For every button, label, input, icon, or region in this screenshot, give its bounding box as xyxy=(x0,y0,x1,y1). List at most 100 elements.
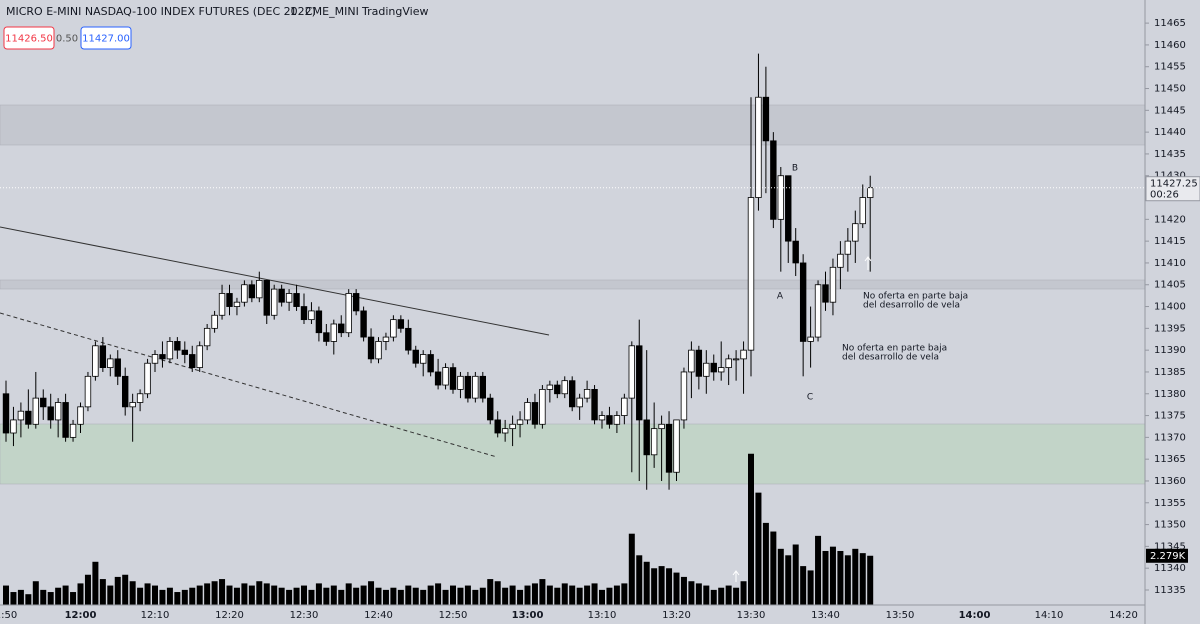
annotation: C xyxy=(807,393,813,403)
candle-body xyxy=(770,140,777,220)
volume-bar xyxy=(546,585,553,605)
volume-bar xyxy=(524,585,531,605)
volume-bar xyxy=(32,581,39,605)
candle-body xyxy=(472,375,479,399)
candle-body xyxy=(62,402,69,438)
candle-body xyxy=(650,428,658,456)
volume-bar xyxy=(807,570,814,605)
volume-bar xyxy=(613,585,620,605)
volume-bar xyxy=(390,587,397,605)
candle-body xyxy=(390,319,397,338)
candle-body xyxy=(54,402,62,421)
candle-body xyxy=(136,393,144,403)
volume-bar xyxy=(301,585,307,605)
candle-body xyxy=(747,197,755,351)
volume-bar xyxy=(621,583,628,605)
volume-bar xyxy=(688,581,695,605)
volume-bar xyxy=(740,581,747,605)
candle-body xyxy=(814,284,822,338)
volume-bar xyxy=(517,589,524,605)
volume-bar xyxy=(472,589,479,605)
annotation: A xyxy=(777,292,784,302)
y-tick-label: 11335 xyxy=(1154,585,1186,596)
candle-body xyxy=(829,266,837,303)
volume-bar xyxy=(412,587,419,605)
ask-price: 11427.00 xyxy=(82,34,130,45)
volume-bar xyxy=(360,585,367,605)
candle-body xyxy=(680,371,688,421)
volume-bar xyxy=(271,585,278,605)
y-tick-label: 11410 xyxy=(1154,258,1186,269)
volume-bar xyxy=(673,572,680,605)
volume-bar xyxy=(278,587,285,605)
x-tick-label: 14:00 xyxy=(959,610,991,621)
volume-bar xyxy=(531,583,538,605)
volume-bar xyxy=(815,535,822,605)
volume-bar xyxy=(837,550,844,605)
volume-bar xyxy=(420,589,427,605)
volume-bar xyxy=(137,587,144,605)
candle-body xyxy=(10,419,17,434)
volume-bar xyxy=(494,581,501,605)
volume-bar xyxy=(70,592,77,605)
candle-body xyxy=(531,402,539,425)
volume-bar xyxy=(852,548,859,605)
y-tick-label: 11360 xyxy=(1154,476,1186,487)
candle-body xyxy=(397,319,405,329)
candle-body xyxy=(144,362,151,395)
volume-bar xyxy=(293,587,300,605)
annotation: B xyxy=(792,164,798,174)
volume-bar xyxy=(859,553,866,605)
volume-bar xyxy=(226,585,233,605)
ask-box[interactable] xyxy=(80,26,132,50)
volume-bar xyxy=(382,589,389,605)
volume-bar xyxy=(17,589,24,605)
candle-body xyxy=(32,397,39,425)
volume-bar xyxy=(792,544,799,605)
candle-body xyxy=(47,406,54,421)
candle-body xyxy=(762,96,770,142)
candle-body xyxy=(479,375,486,399)
y-tick-label: 11420 xyxy=(1154,214,1186,225)
candle-body xyxy=(688,349,695,373)
candle-body xyxy=(405,327,412,351)
volume-bar xyxy=(554,587,561,605)
volume-bar xyxy=(584,585,591,605)
volume-bar xyxy=(99,579,106,605)
y-tick-label: 11445 xyxy=(1154,105,1186,116)
candle-body xyxy=(427,354,434,373)
candle-body xyxy=(740,349,747,360)
arrow-icon xyxy=(864,256,872,270)
volume-bar xyxy=(55,587,62,605)
candle-body xyxy=(665,423,673,473)
candle-body xyxy=(554,384,561,395)
y-tick-label: 11405 xyxy=(1154,280,1186,291)
candle-body xyxy=(300,306,308,321)
candle-body xyxy=(2,393,10,434)
y-tick-label: 11455 xyxy=(1154,62,1186,73)
candle-body xyxy=(449,367,457,390)
volume-bar xyxy=(457,587,464,605)
volume-bar xyxy=(748,453,754,605)
candle-body xyxy=(293,293,300,307)
y-tick-label: 11465 xyxy=(1154,18,1186,29)
bid-box[interactable] xyxy=(3,26,55,50)
candle-body xyxy=(867,187,874,198)
candle-body xyxy=(338,323,345,334)
volume-bar xyxy=(666,568,673,605)
candle-body xyxy=(419,354,427,364)
x-tick-label: 13:10 xyxy=(588,610,617,621)
candle-body xyxy=(844,240,852,255)
volume-bar xyxy=(509,585,516,605)
candle-body xyxy=(129,402,136,408)
candle-body xyxy=(114,358,121,377)
volume-bar xyxy=(405,585,412,605)
volume-bar xyxy=(777,548,784,605)
note: No oferta en parte baja xyxy=(863,292,968,302)
volume-bar xyxy=(427,585,434,605)
candle-body xyxy=(211,314,218,329)
candle-body xyxy=(308,310,315,321)
x-tick-label: 14:10 xyxy=(1035,610,1064,621)
candle-body xyxy=(25,410,32,425)
